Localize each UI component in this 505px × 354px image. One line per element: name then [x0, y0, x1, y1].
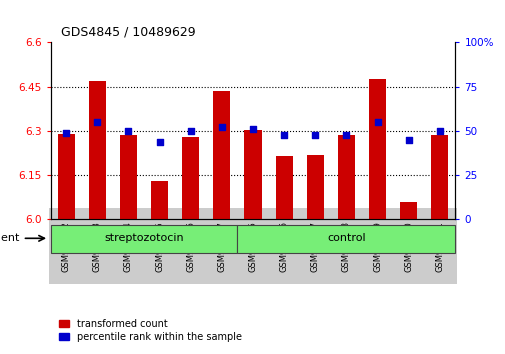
Point — [342, 132, 350, 137]
Point — [93, 119, 101, 125]
Point — [373, 119, 381, 125]
Point — [186, 128, 194, 134]
Bar — [306, 155, 323, 219]
Point — [62, 130, 70, 136]
FancyBboxPatch shape — [50, 225, 237, 253]
Point — [248, 126, 257, 132]
Bar — [368, 79, 385, 219]
Point — [155, 139, 163, 144]
Bar — [430, 135, 447, 219]
Bar — [182, 137, 199, 219]
Bar — [275, 156, 292, 219]
Point — [404, 137, 412, 143]
Text: agent: agent — [0, 233, 19, 243]
Point — [124, 128, 132, 134]
Point — [435, 128, 443, 134]
FancyBboxPatch shape — [237, 225, 454, 253]
Point — [217, 125, 225, 130]
Bar — [150, 181, 168, 219]
Point — [311, 132, 319, 137]
Text: streptozotocin: streptozotocin — [104, 233, 183, 243]
Point — [280, 132, 288, 137]
Bar — [399, 202, 417, 219]
Legend: transformed count, percentile rank within the sample: transformed count, percentile rank withi… — [56, 315, 245, 346]
Bar — [88, 81, 106, 219]
Bar — [213, 91, 230, 219]
Bar — [337, 135, 355, 219]
Bar — [244, 130, 261, 219]
Text: GDS4845 / 10489629: GDS4845 / 10489629 — [61, 26, 195, 39]
Bar — [58, 134, 75, 219]
Bar — [120, 135, 137, 219]
Text: control: control — [326, 233, 365, 243]
